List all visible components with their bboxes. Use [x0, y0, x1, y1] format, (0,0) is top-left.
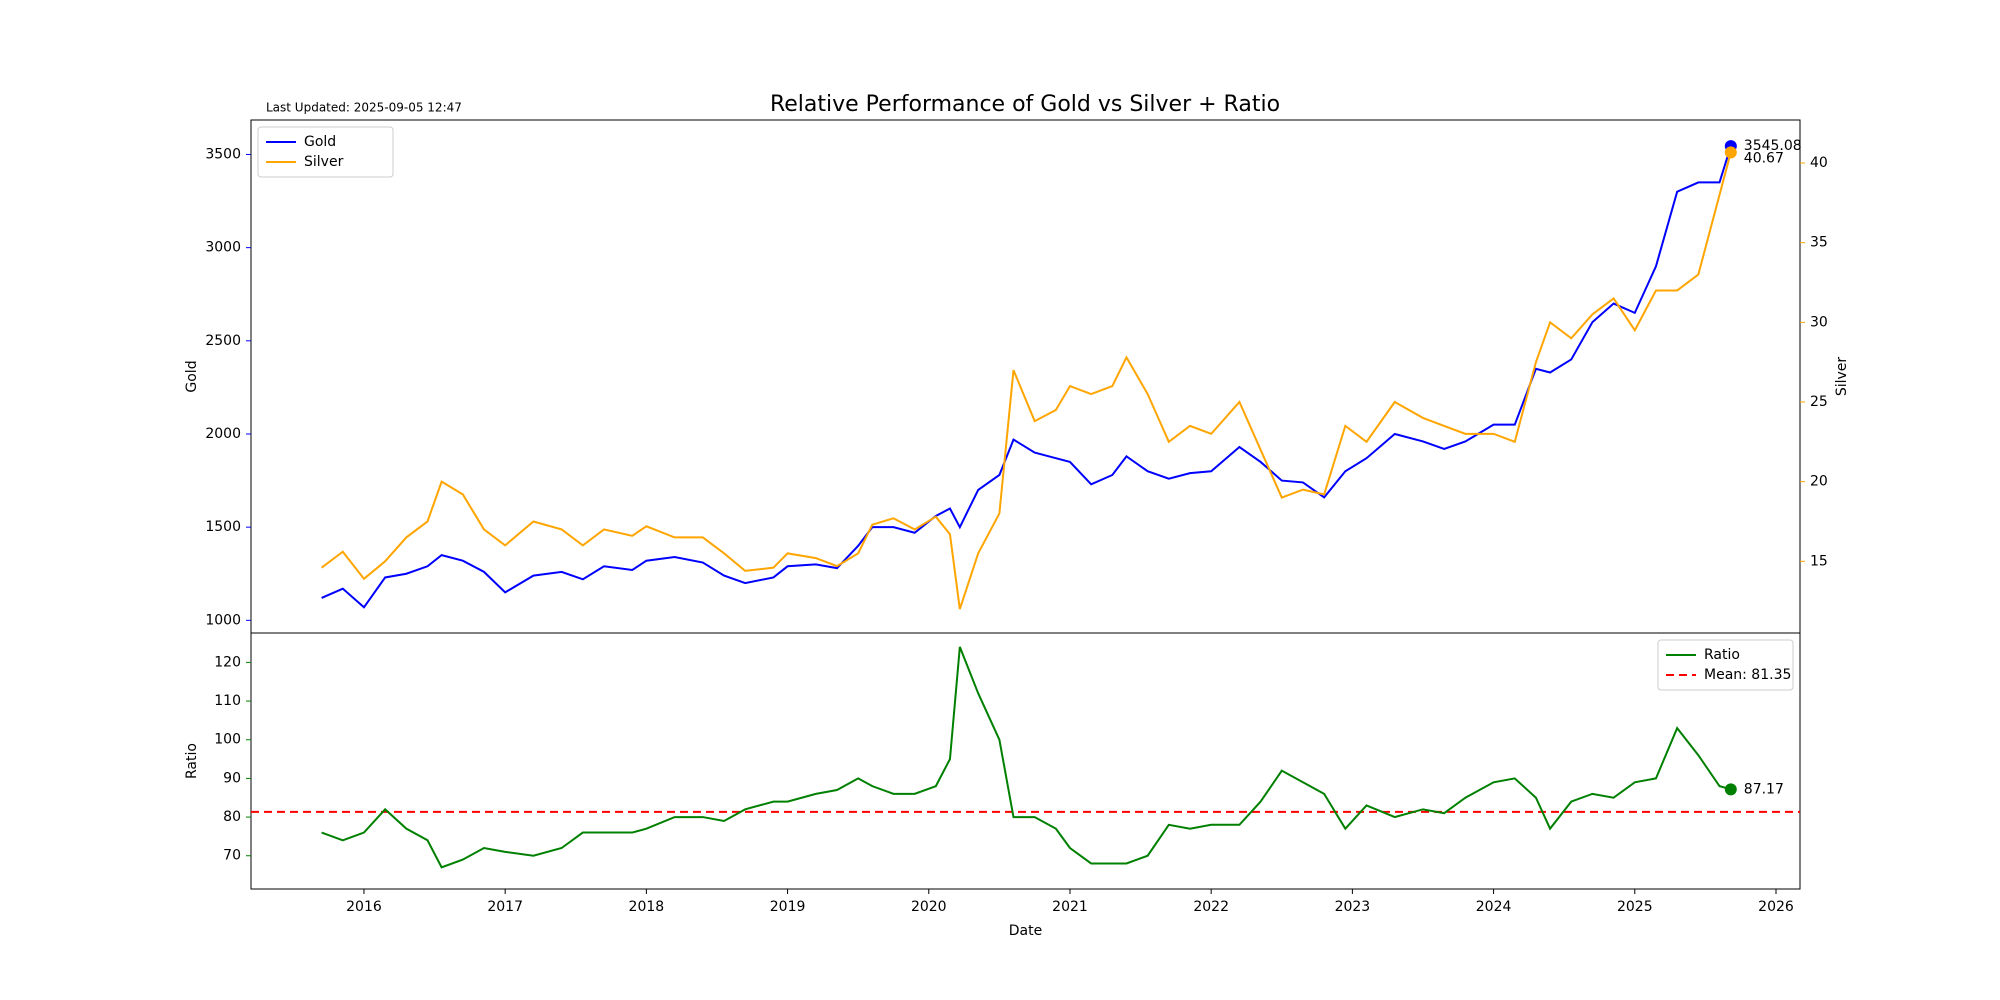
- y-tick-label: 70: [223, 848, 241, 864]
- y-tick-label: 110: [214, 693, 241, 709]
- y2-tick-label: 20: [1810, 474, 1828, 490]
- x-tick-label: 2018: [629, 899, 665, 915]
- x-tick-label: 2021: [1052, 899, 1088, 915]
- x-tick-label: 2025: [1617, 899, 1653, 915]
- legend-label: Mean: 81.35: [1704, 667, 1791, 683]
- x-tick-label: 2024: [1476, 899, 1512, 915]
- legend-box: [1657, 639, 1794, 691]
- legend-label: Silver: [304, 154, 344, 170]
- annotation: Last Updated: 2025-09-05 12:47: [266, 101, 462, 115]
- plot-frame: [250, 632, 1801, 890]
- y2-tick-label: 35: [1810, 235, 1828, 251]
- x-tick-label: 2026: [1758, 899, 1794, 915]
- y2-axis-label: Silver: [1834, 357, 1850, 397]
- series-line: [321, 646, 1732, 869]
- x-tick-label: 2016: [346, 899, 382, 915]
- y-tick-label: 90: [223, 770, 241, 786]
- y-axis-label: Ratio: [184, 743, 200, 779]
- chart-title: Relative Performance of Gold vs Silver +…: [770, 92, 1280, 117]
- y-tick-label: 1000: [205, 612, 241, 628]
- x-tick-label: 2020: [911, 899, 947, 915]
- x-tick-label: 2023: [1335, 899, 1371, 915]
- y-tick-label: 80: [223, 809, 241, 825]
- legend-label: Ratio: [1704, 647, 1740, 663]
- y-tick-label: 1500: [205, 519, 241, 535]
- end-marker: [1724, 146, 1737, 159]
- legend-label: Gold: [304, 134, 336, 150]
- y2-tick-label: 15: [1810, 553, 1828, 569]
- end-value-label: 87.17: [1744, 781, 1784, 797]
- plot-frame: [250, 119, 1801, 634]
- end-marker: [1724, 783, 1737, 796]
- y-tick-label: 120: [214, 654, 241, 670]
- y2-tick-label: 25: [1810, 394, 1828, 410]
- x-tick-label: 2019: [770, 899, 806, 915]
- y2-tick-label: 40: [1810, 155, 1828, 171]
- end-value-label: 40.67: [1744, 150, 1784, 166]
- y-tick-label: 100: [214, 732, 241, 748]
- y-tick-label: 3500: [205, 146, 241, 162]
- y-tick-label: 2500: [205, 333, 241, 349]
- x-tick-label: 2017: [487, 899, 523, 915]
- end-value-label: 3545.08: [1744, 138, 1802, 154]
- y-tick-label: 3000: [205, 240, 241, 256]
- series-line: [321, 145, 1732, 609]
- y-tick-label: 2000: [205, 426, 241, 442]
- x-axis-label: Date: [1009, 923, 1042, 939]
- x-tick-label: 2022: [1193, 899, 1229, 915]
- legend-box: [257, 126, 394, 178]
- series-line: [321, 152, 1732, 610]
- y2-tick-label: 30: [1810, 314, 1828, 330]
- y-axis-label: Gold: [184, 360, 200, 392]
